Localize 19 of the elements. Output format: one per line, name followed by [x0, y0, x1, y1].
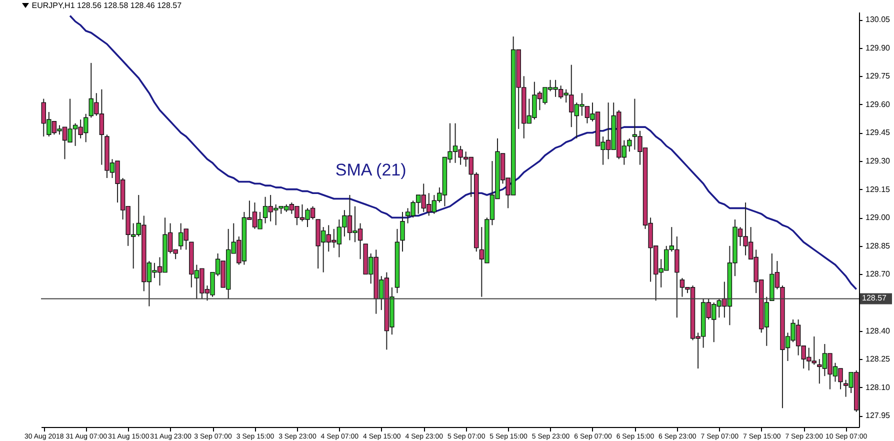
y-tick-label: 128.25: [866, 354, 891, 364]
y-tick-label: 129.45: [866, 128, 891, 138]
candlestick: [400, 211, 405, 252]
y-tick-label: 130.05: [866, 15, 891, 24]
y-tick-label: 129.75: [866, 72, 891, 81]
y-tick-label: 129.60: [866, 100, 891, 109]
y-tick-label: 129.00: [866, 213, 891, 222]
y-tick-label: 129.90: [866, 43, 891, 52]
y-tick-label: 128.40: [866, 326, 891, 336]
chart-title: EURJPY,H1 128.56 128.58 128.46 128.57: [32, 1, 182, 10]
y-tick-label: 128.85: [866, 241, 891, 250]
y-tick-label: 128.70: [866, 270, 891, 279]
y-tick-label: 127.95: [866, 411, 891, 420]
series-label: SMA (21): [335, 160, 406, 180]
ref-line-label: 128.57: [862, 294, 888, 303]
line-series: [69, 14, 858, 290]
y-tick-label: 129.15: [866, 184, 891, 194]
y-tick-label: 128.10: [866, 382, 891, 392]
y-tick-label: 129.30: [866, 156, 891, 166]
